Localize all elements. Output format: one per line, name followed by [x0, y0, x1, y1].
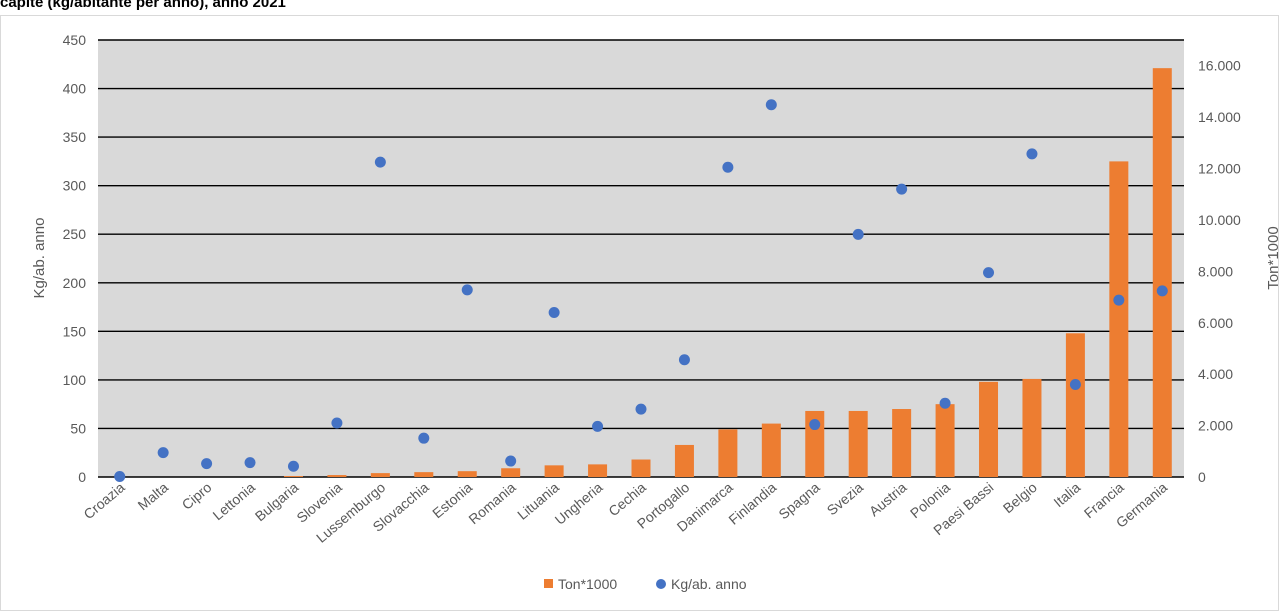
bar	[979, 381, 999, 477]
scatter-point	[1026, 148, 1038, 160]
scatter-point	[418, 432, 430, 444]
legend-label-ton: Ton*1000	[558, 576, 617, 592]
y-left-tick-label: 450	[63, 32, 87, 48]
y-left-tick-label: 150	[63, 323, 87, 339]
y-right-tick-label: 14.000	[1198, 109, 1241, 125]
y-left-tick-label: 100	[63, 372, 87, 388]
bar	[283, 476, 303, 477]
scatter-point	[201, 458, 213, 470]
chart-frame	[0, 15, 1279, 611]
bar	[892, 409, 912, 477]
y-right-tick-label: 2.000	[1198, 418, 1233, 434]
bar	[848, 410, 868, 477]
scatter-point	[896, 183, 908, 195]
y-right-tick-label: 4.000	[1198, 366, 1233, 382]
scatter-point	[852, 228, 864, 240]
bar	[805, 410, 825, 477]
y-left-tick-label: 250	[63, 226, 87, 242]
y-left-tick-label: 400	[63, 81, 87, 97]
bar	[1022, 378, 1042, 477]
bar	[718, 429, 738, 477]
y-axis-right-label: Ton*1000	[1265, 226, 1280, 289]
bar	[414, 472, 434, 477]
bar	[370, 473, 390, 477]
scatter-point	[548, 306, 560, 318]
y-right-tick-label: 16.000	[1198, 58, 1241, 74]
y-left-tick-label: 200	[63, 275, 87, 291]
scatter-point	[939, 397, 951, 409]
scatter-point	[1156, 285, 1168, 297]
scatter-point	[765, 99, 777, 111]
x-tick-label: Cipro	[179, 479, 215, 513]
x-tick-label: Belgio	[1000, 479, 1040, 516]
scatter-point	[678, 354, 690, 366]
x-tick-label: Romania	[465, 479, 518, 527]
chart-title: capite (kg/abitante per anno), anno 2021	[0, 0, 286, 11]
x-tick-label: Bulgaria	[252, 479, 302, 524]
scatter-point	[592, 420, 604, 432]
bar	[544, 465, 564, 477]
scatter-point	[809, 419, 821, 431]
legend-label-kg: Kg/ab. anno	[671, 576, 747, 592]
y-right-tick-label: 12.000	[1198, 161, 1241, 177]
y-right-tick-label: 0	[1198, 469, 1206, 485]
bar	[501, 468, 521, 477]
scatter-point	[157, 447, 169, 459]
scatter-point	[461, 284, 473, 296]
y-right-tick-label: 8.000	[1198, 263, 1233, 279]
legend: Ton*1000 Kg/ab. anno	[544, 576, 747, 592]
y-axis-right-ticks: 0 2.000 4.000 6.000 8.000 10.000 12.000 14.000 1…	[1198, 58, 1241, 485]
y-left-tick-label: 50	[70, 420, 86, 436]
bar	[588, 464, 608, 477]
x-axis-ticks: Croazia Malta CiproLettoniaBulgariaSloveni…	[80, 479, 1170, 546]
x-tick-label: Spagna	[775, 479, 822, 522]
bar	[1065, 333, 1085, 477]
x-tick-label: Ungheria	[552, 479, 606, 528]
x-tick-label: Croazia	[80, 479, 127, 522]
y-left-tick-label: 300	[63, 178, 87, 194]
scatter-point	[722, 161, 734, 173]
scatter-point	[287, 460, 299, 472]
scatter-point	[1113, 294, 1125, 306]
x-tick-label: Lettonia	[210, 479, 259, 523]
y-right-tick-label: 10.000	[1198, 212, 1241, 228]
y-right-tick-label: 6.000	[1198, 315, 1233, 331]
scatter-point	[505, 455, 517, 467]
x-tick-label: Austria	[866, 479, 910, 519]
x-tick-label: Malta	[135, 479, 172, 513]
bar	[457, 471, 477, 477]
x-tick-label: Svezia	[824, 479, 867, 518]
bar	[327, 475, 347, 477]
x-tick-label: Italia	[1050, 479, 1083, 510]
bar-series-ton	[283, 68, 1172, 477]
scatter-point	[1069, 378, 1081, 390]
y-left-tick-label: 0	[78, 469, 86, 485]
bar	[1109, 161, 1129, 477]
scatter-point	[635, 403, 647, 415]
scatter-point	[331, 417, 343, 429]
y-axis-left-ticks: 0 50 100 150 200 250 300 350 400 450	[63, 32, 87, 485]
scatter-point	[983, 267, 995, 279]
y-axis-left-label: Kg/ab. anno	[31, 218, 48, 299]
x-tick-label: Finlandia	[725, 479, 779, 528]
bar	[631, 459, 651, 477]
scatter-point	[374, 156, 386, 168]
scatter-point	[244, 457, 256, 469]
scatter-series-kg	[114, 99, 1168, 482]
legend-swatch-ton	[544, 579, 553, 588]
bar	[761, 423, 781, 477]
bar	[674, 444, 694, 477]
legend-swatch-kg	[656, 579, 666, 589]
bar	[1152, 68, 1172, 477]
scatter-point	[114, 470, 126, 482]
bar	[935, 404, 955, 477]
y-left-tick-label: 350	[63, 129, 87, 145]
